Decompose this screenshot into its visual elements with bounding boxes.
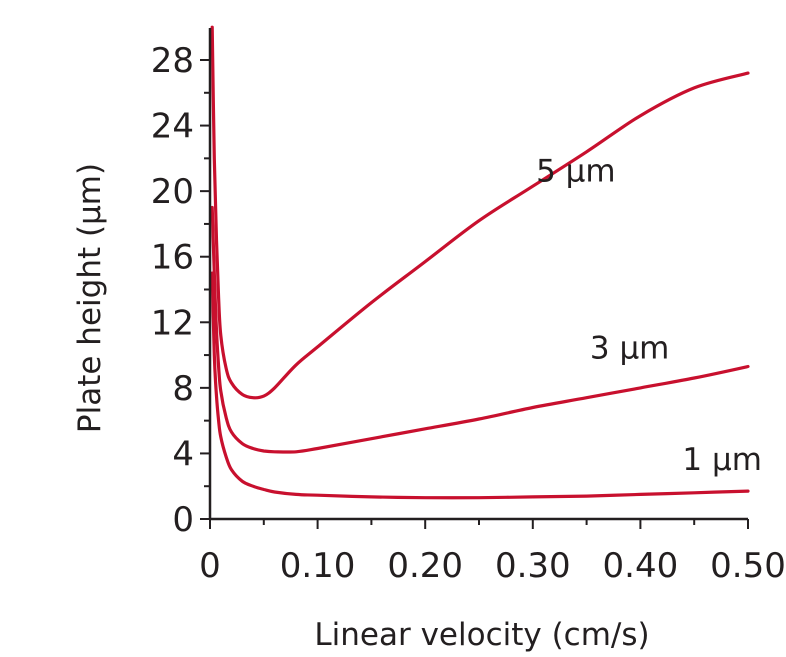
curve-1um [210,271,750,500]
series-label-5um: 5 µm [536,153,616,189]
series-curves [210,25,750,500]
y-tick-label: 16 [151,238,194,278]
x-axis-title: Linear velocity (cm/s) [314,617,649,653]
y-tick-label: 12 [151,303,194,343]
y-tick-label: 28 [151,41,194,81]
x-tick-label: 0.30 [495,546,571,586]
y-axis-title: Plate height (µm) [72,163,108,433]
series-labels: 5 µm 3 µm 1 µm [536,153,762,478]
ticks: 0 4 8 12 16 20 24 28 0 0.10 0.20 0.30 0.40 0.50 [151,41,786,586]
y-tick-label: 4 [172,434,194,474]
x-tick-label: 0.10 [280,546,356,586]
y-tick-label: 0 [172,500,194,540]
x-tick-label: 0.20 [387,546,463,586]
series-label-3um: 3 µm [590,330,670,366]
curve-5um [210,25,750,400]
x-tick-label: 0.50 [710,546,786,586]
y-tick-label: 8 [172,369,194,409]
curve-3um [210,205,750,454]
x-tick-label: 0 [199,546,221,586]
series-label-1um: 1 µm [682,442,762,478]
y-tick-label: 20 [151,172,194,212]
y-tick-label: 24 [151,107,194,147]
x-tick-label: 0.40 [603,546,679,586]
